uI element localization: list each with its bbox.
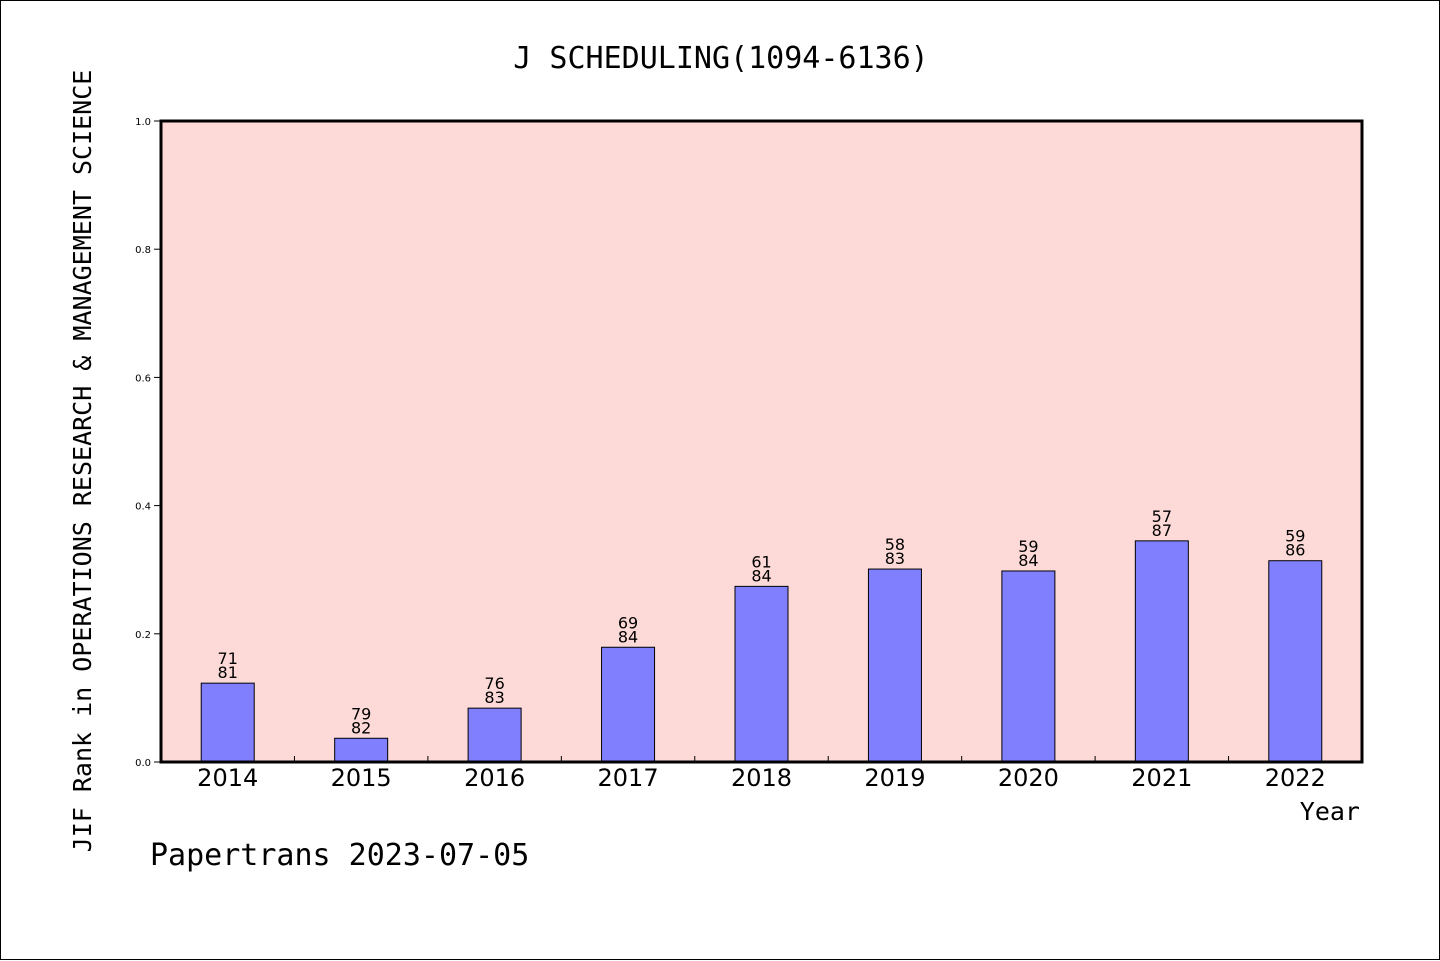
y-tick-label: 1.0 [135, 117, 151, 128]
x-tick-label: 2022 [1265, 764, 1326, 792]
x-axis: 2014 2015 2016 2017 2018 2019 2020 2021 2022 [197, 756, 1326, 792]
bar-2022 [1268, 560, 1323, 763]
x-tick-label: 2018 [731, 764, 792, 792]
bar-2020 [1001, 570, 1056, 763]
bar-2014 [200, 682, 255, 763]
bar-2018 [734, 585, 789, 763]
bar-rank-label: 57 [1152, 507, 1172, 526]
bar-rank-label: 76 [484, 674, 504, 693]
bar-total-label: 87 [1152, 521, 1172, 540]
bar-total-label: 82 [351, 718, 371, 737]
footer-watermark: Papertrans 2023-07-05 [150, 838, 529, 873]
bar-total-label: 84 [751, 566, 771, 585]
bar-2017 [601, 646, 656, 763]
bar-total-label: 83 [885, 549, 905, 568]
y-axis: 0.0 0.2 0.4 0.6 0.8 1.0 [135, 117, 161, 769]
y-axis-label: JIF Rank in OPERATIONS RESEARCH & MANAGE… [68, 70, 97, 853]
x-tick-label: 2016 [464, 764, 525, 792]
bar-2015 [334, 737, 389, 763]
bar-rank-label: 69 [618, 613, 638, 632]
x-tick-label: 2021 [1131, 764, 1192, 792]
bar-2016 [467, 707, 522, 763]
plot-border [159, 119, 1364, 764]
y-tick-label: 0.6 [135, 373, 151, 384]
x-tick-label: 2019 [864, 764, 925, 792]
x-axis-label: Year [1300, 797, 1360, 826]
bar-total-label: 86 [1285, 541, 1305, 560]
x-tick-label: 2015 [331, 764, 392, 792]
x-tick-label: 2014 [197, 764, 258, 792]
bar-rank-label: 58 [885, 535, 905, 554]
x-tick-label: 2017 [598, 764, 659, 792]
chart-title: J SCHEDULING(1094-6136) [513, 41, 928, 76]
y-tick-label: 0.0 [135, 758, 151, 769]
bar-total-label: 84 [1018, 551, 1038, 570]
x-tick-label: 2020 [998, 764, 1059, 792]
bar-total-label: 83 [484, 688, 504, 707]
bars-group [200, 540, 1323, 763]
bar-total-label: 84 [618, 627, 638, 646]
bar-2021 [1134, 540, 1189, 763]
y-tick-label: 0.4 [135, 502, 151, 513]
bar-total-label: 81 [218, 663, 238, 682]
bar-2019 [867, 568, 922, 763]
bar-rank-label: 61 [751, 552, 771, 571]
bar-rank-label: 79 [351, 704, 371, 723]
bar-rank-label: 71 [218, 649, 238, 668]
bar-rank-label: 59 [1018, 537, 1038, 556]
y-tick-label: 0.2 [135, 630, 151, 641]
y-tick-label: 0.8 [135, 245, 151, 256]
bar-rank-label: 59 [1285, 527, 1305, 546]
